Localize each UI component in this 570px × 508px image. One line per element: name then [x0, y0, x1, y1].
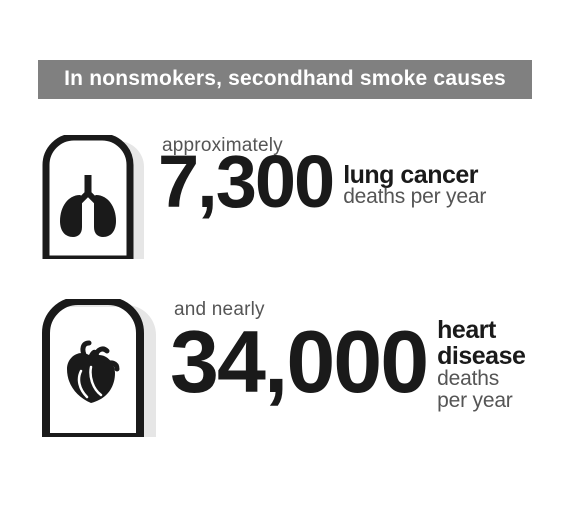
stat-number: 34,000	[170, 320, 427, 404]
stat-cause: heart disease	[437, 317, 532, 370]
stat-number: 7,300	[158, 147, 333, 217]
stat-text-lung-cancer: approximately 7,300 lung cancer deaths p…	[158, 135, 532, 217]
tombstone-heart-icon	[38, 299, 156, 437]
stat-deaths: deaths per year	[343, 186, 486, 208]
stat-row-lung-cancer: approximately 7,300 lung cancer deaths p…	[38, 135, 532, 259]
stat-deaths: deaths per year	[437, 368, 532, 412]
headline-banner: In nonsmokers, secondhand smoke causes	[38, 60, 532, 99]
stat-row-heart-disease: and nearly 34,000 heart disease deaths p…	[38, 299, 532, 437]
stat-number-line: 34,000 heart disease deaths per year	[170, 311, 532, 412]
stat-suffix: lung cancer deaths per year	[343, 162, 486, 208]
stat-number-line: 7,300 lung cancer deaths per year	[158, 147, 532, 217]
stat-suffix: heart disease deaths per year	[437, 317, 532, 412]
stat-text-heart-disease: and nearly 34,000 heart disease deaths p…	[170, 299, 532, 412]
tombstone-lungs-icon	[38, 135, 144, 259]
